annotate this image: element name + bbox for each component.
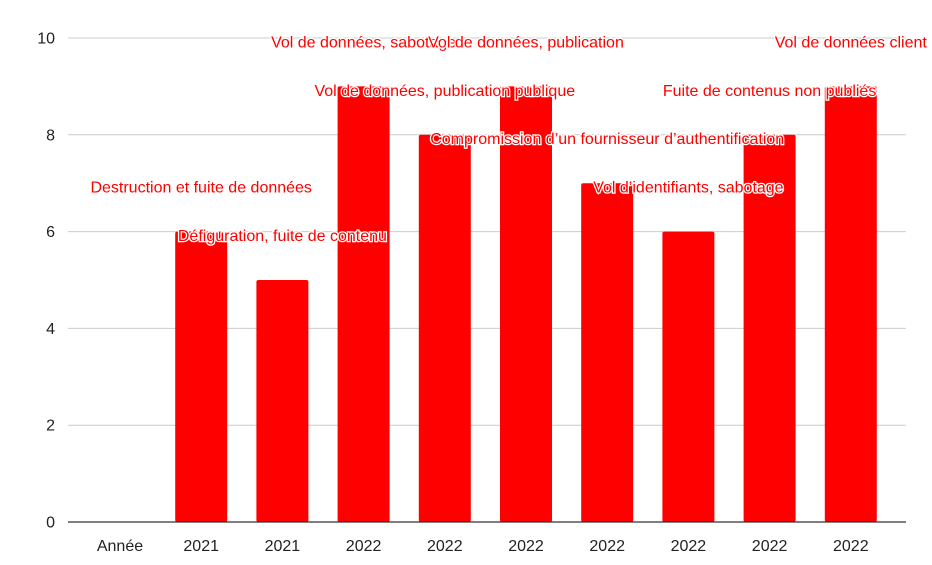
data-label: Fuite de contenus non publiés — [663, 83, 876, 100]
x-tick-label: 2021 — [265, 538, 301, 555]
y-tick-label: 2 — [46, 418, 55, 435]
x-tick-label: 2022 — [833, 538, 869, 555]
bar — [662, 231, 715, 522]
data-label: Compromission d’un fournisseur d’authent… — [430, 131, 784, 148]
y-tick-label: 8 — [46, 127, 55, 144]
y-tick-label: 6 — [46, 224, 55, 241]
x-tick-label: 2021 — [183, 538, 219, 555]
x-axis: Année 2021 2021 2022 2022 2022 2022 2022 2022 202… — [68, 521, 906, 555]
x-tick-label: Année — [97, 538, 143, 555]
data-label: Vol de données client — [775, 34, 928, 51]
bar — [337, 86, 390, 523]
bars — [175, 86, 877, 523]
bar — [581, 183, 634, 522]
data-label: Destruction et fuite de données — [90, 180, 311, 197]
data-labels: Destruction et fuite de données Défigurat… — [89, 33, 928, 246]
y-tick-label: 10 — [37, 31, 55, 48]
bar — [256, 280, 309, 522]
data-label: Vol de données, publication publique — [314, 83, 575, 100]
data-label: Vol de données, publication — [428, 34, 624, 51]
data-label: Défiguration, fuite de contenu — [178, 228, 387, 245]
bar — [500, 86, 552, 523]
data-label: Vol d’identifiants, sabotage — [593, 180, 783, 197]
bar — [743, 134, 796, 523]
y-tick-label: 0 — [46, 515, 55, 532]
y-tick-label: 4 — [46, 321, 55, 338]
x-tick-label: 2022 — [589, 538, 625, 555]
x-tick-label: 2022 — [346, 538, 382, 555]
bar — [824, 86, 877, 523]
x-tick-label: 2022 — [671, 538, 707, 555]
y-axis: 0 2 4 6 8 10 — [37, 31, 55, 532]
x-tick-label: 2022 — [427, 538, 463, 555]
x-tick-label: 2022 — [752, 538, 788, 555]
x-tick-label: 2022 — [508, 538, 544, 555]
bar — [175, 231, 228, 522]
data-label: Vol de données, sabotage — [271, 34, 456, 51]
bar — [418, 134, 471, 523]
